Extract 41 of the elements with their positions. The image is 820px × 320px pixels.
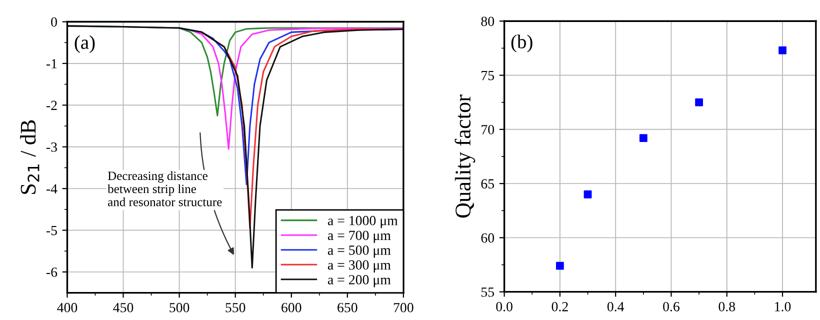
x-tick-label: 0.4 <box>607 302 624 312</box>
x-tick-label: 0.6 <box>663 302 680 312</box>
y-tick-label: -5 <box>46 226 57 236</box>
x-tick-label: 0.0 <box>496 302 512 312</box>
y-tick-label: 80 <box>481 16 494 26</box>
point <box>639 134 648 142</box>
point <box>556 262 564 270</box>
annotation: Decreasing distance between strip line and resonator structure <box>108 171 222 206</box>
y-tick-label: -1 <box>46 59 57 68</box>
legend-label: a = 500 μm <box>328 245 391 258</box>
y-tick-label: 55 <box>481 288 494 297</box>
legend-label: a = 1000 μm <box>328 216 398 228</box>
legend-label: a = 200 μm <box>328 275 391 288</box>
y-tick-label: -3 <box>46 142 57 152</box>
x-tick-label: 550 <box>226 302 246 312</box>
x-tick-label: 0.2 <box>552 302 568 312</box>
legend-label: a = 300 μm <box>328 260 391 272</box>
x-tick-label: 600 <box>282 302 302 312</box>
y-tick-label: 60 <box>481 233 494 243</box>
x-tick-label: 650 <box>338 302 358 312</box>
x-tick-label: 500 <box>170 302 190 312</box>
annotation: (a) <box>74 35 95 53</box>
y-tick-label: -2 <box>46 100 57 110</box>
y-tick-label: -6 <box>46 268 58 277</box>
x-tick-label: 450 <box>113 302 134 312</box>
x-tick-label: 1.0 <box>775 302 791 312</box>
point <box>584 190 592 198</box>
y-tick-label: 65 <box>481 179 494 189</box>
y-tick-label: 0 <box>51 17 57 27</box>
point <box>778 46 786 54</box>
legend-label: a = 700 μm <box>328 230 391 243</box>
y-tick-label: 70 <box>482 124 494 134</box>
x-tick-label: 0.8 <box>718 302 736 312</box>
y-axis-title: S$_{21}$ / dB <box>20 120 40 194</box>
point <box>695 98 703 106</box>
y-axis-title: Quality factor <box>454 94 476 218</box>
y-tick-label: 75 <box>482 70 494 80</box>
x-tick-label: 700 <box>394 302 414 312</box>
annotation: (b) <box>511 34 532 52</box>
y-tick-label: -4 <box>46 184 58 194</box>
x-tick-label: 400 <box>57 302 78 312</box>
